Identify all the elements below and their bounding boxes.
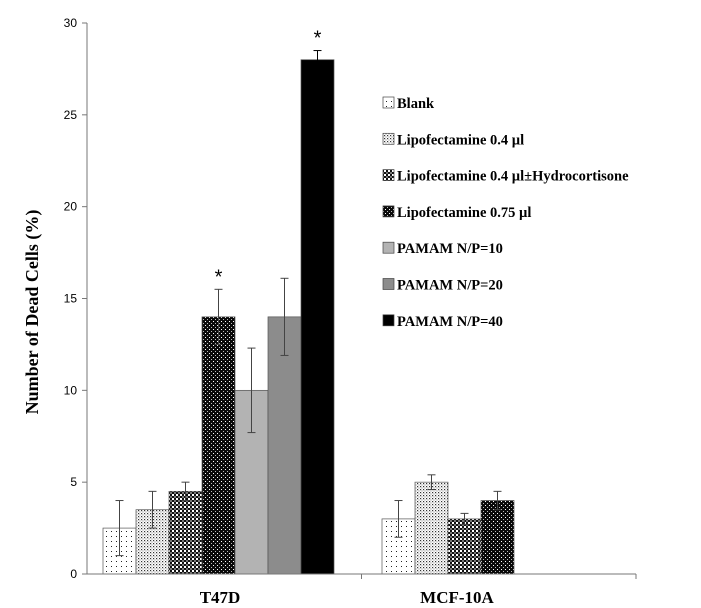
bar-1-3 <box>480 500 515 575</box>
y-tick-label: 20 <box>64 200 78 214</box>
bar-1-1 <box>414 481 449 575</box>
error-bars-group <box>115 50 502 557</box>
legend-label: PAMAM N/P=40 <box>397 314 503 330</box>
legend-label: PAMAM N/P=10 <box>397 241 503 257</box>
legend-label: Lipofectamine 0.4 µl <box>397 132 524 148</box>
y-tick-label: 25 <box>64 108 78 122</box>
legend-swatch <box>382 96 395 109</box>
x-category-label: MCF-10A <box>420 588 494 607</box>
bar-0-6 <box>300 59 335 575</box>
significance-star: * <box>314 28 322 50</box>
legend-label: Lipofectamine 0.4 µl±Hydrocortisone <box>397 169 629 185</box>
legend-label: PAMAM N/P=20 <box>397 278 503 294</box>
y-tick-label: 30 <box>64 16 78 30</box>
legend: Blank Lipofectamine 0.4 µl Lipofectamine 0… <box>382 96 629 330</box>
x-category-label: T47D <box>200 588 241 607</box>
legend-swatch <box>382 132 395 145</box>
legend-label: Blank <box>397 96 435 112</box>
legend-swatch <box>382 205 395 218</box>
y-axis-title: Number of Dead Cells (%) <box>22 210 43 415</box>
y-tick-label: 0 <box>70 567 77 581</box>
x-axis-categories: T47D MCF-10A <box>200 588 495 607</box>
significance-star: * <box>215 266 223 288</box>
y-tick-label: 10 <box>64 383 78 397</box>
legend-swatch <box>382 169 395 181</box>
bar-0-5 <box>267 316 302 575</box>
legend-swatch <box>382 278 395 290</box>
y-axis-ticks: 0 5 10 15 20 25 30 <box>64 16 637 581</box>
bar-0-3 <box>201 316 236 575</box>
bar-0-2 <box>168 491 203 575</box>
bar-1-2 <box>447 518 482 575</box>
legend-swatch <box>382 241 395 254</box>
significance-markers: ** <box>215 28 322 289</box>
y-tick-label: 15 <box>64 292 78 306</box>
legend-label: Lipofectamine 0.75 µl <box>397 205 531 221</box>
y-tick-label: 5 <box>70 475 77 489</box>
legend-swatch <box>382 314 395 327</box>
